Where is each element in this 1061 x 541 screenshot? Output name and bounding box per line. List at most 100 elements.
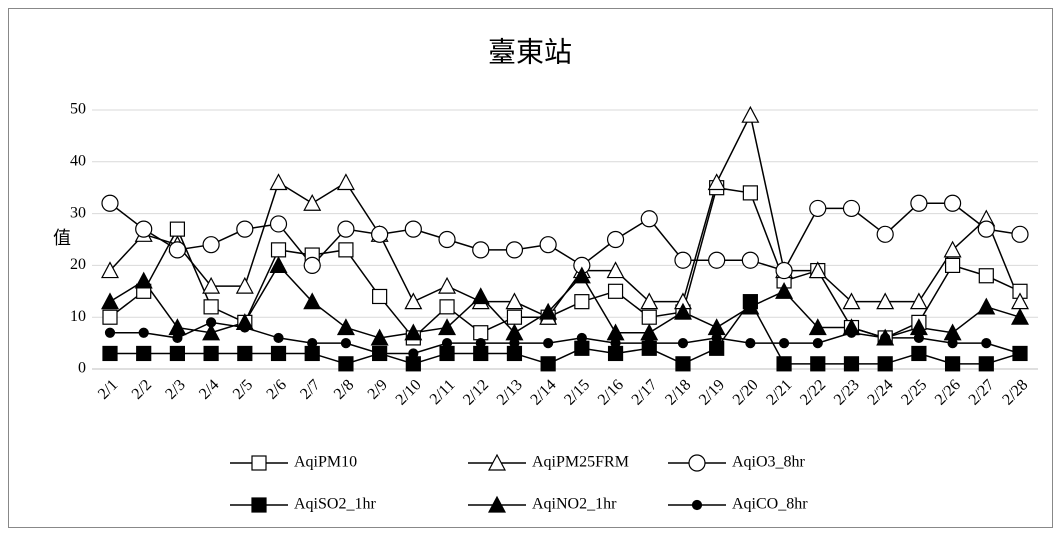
legend-marker [691, 499, 703, 511]
point [505, 292, 524, 310]
point [880, 332, 891, 344]
point [270, 242, 287, 258]
point [374, 348, 385, 359]
point [947, 338, 958, 349]
point [404, 292, 423, 310]
point [405, 356, 421, 372]
point [877, 356, 893, 372]
point [439, 345, 455, 362]
point [506, 309, 523, 325]
point [473, 345, 489, 362]
point [776, 356, 792, 372]
point [307, 338, 318, 349]
point [876, 225, 894, 243]
point [202, 276, 221, 294]
legend-marker [488, 495, 506, 513]
point [606, 230, 625, 249]
point [572, 266, 591, 284]
point [809, 199, 827, 218]
point [206, 317, 217, 328]
point [677, 338, 689, 349]
y-axis-label: 值 [53, 228, 71, 248]
point [574, 294, 590, 310]
point [370, 328, 389, 346]
point [607, 283, 624, 299]
point [539, 236, 557, 254]
point [235, 276, 254, 294]
legend-label: AqiNO2_1hr [532, 496, 617, 513]
point [843, 356, 860, 372]
point [540, 356, 556, 372]
legend-label: AqiSO2_1hr [294, 496, 376, 513]
point [408, 348, 419, 359]
point [172, 332, 183, 344]
point [101, 194, 119, 212]
point [913, 332, 924, 344]
point [673, 302, 692, 320]
point [640, 292, 659, 310]
point [202, 323, 221, 341]
y-tick-label: 50 [70, 101, 86, 118]
point [876, 292, 895, 310]
y-tick-label: 10 [70, 308, 86, 325]
point [846, 327, 857, 338]
point [808, 318, 827, 336]
point [944, 257, 961, 273]
point [978, 356, 994, 372]
chart-border [8, 8, 1053, 528]
point [337, 220, 355, 238]
point [404, 220, 422, 238]
chart-title: 臺東站 [488, 36, 572, 68]
point [340, 338, 352, 349]
legend-label: AqiPM10 [294, 454, 357, 471]
legend-marker [688, 454, 706, 472]
point [741, 297, 760, 315]
point [104, 327, 116, 338]
point [404, 323, 423, 341]
point [303, 292, 322, 310]
point [842, 199, 861, 218]
series-line [109, 264, 1021, 339]
point [168, 241, 187, 259]
y-tick-label: 40 [70, 152, 86, 169]
point [708, 251, 726, 269]
point [909, 292, 928, 310]
point [911, 345, 927, 362]
y-tick-label: 0 [78, 360, 86, 377]
point [977, 220, 995, 238]
point [606, 261, 625, 279]
point [509, 338, 520, 349]
legend-marker [251, 455, 267, 471]
point [506, 345, 523, 362]
point [438, 230, 456, 249]
point [707, 173, 726, 191]
point [1014, 348, 1026, 359]
point [576, 332, 587, 344]
point [303, 256, 321, 274]
legend-marker [488, 453, 506, 471]
point [239, 322, 250, 333]
point [539, 302, 558, 320]
point [336, 318, 355, 336]
point [607, 345, 624, 362]
point [102, 345, 118, 362]
point [304, 345, 320, 362]
point [303, 193, 322, 211]
legend-label: AqiO3_8hr [732, 454, 806, 471]
point [101, 292, 119, 310]
point [169, 345, 186, 362]
y-tick-label: 20 [70, 256, 86, 273]
series-line [110, 321, 1021, 355]
point [269, 256, 288, 273]
series-line [110, 300, 1021, 365]
point [371, 225, 389, 243]
point [981, 338, 992, 349]
point [943, 240, 962, 258]
point [475, 338, 486, 349]
point [338, 356, 354, 372]
legend-label: AqiPM25FRM [532, 454, 629, 471]
point [1011, 307, 1029, 325]
point [674, 251, 692, 269]
point [808, 261, 827, 279]
